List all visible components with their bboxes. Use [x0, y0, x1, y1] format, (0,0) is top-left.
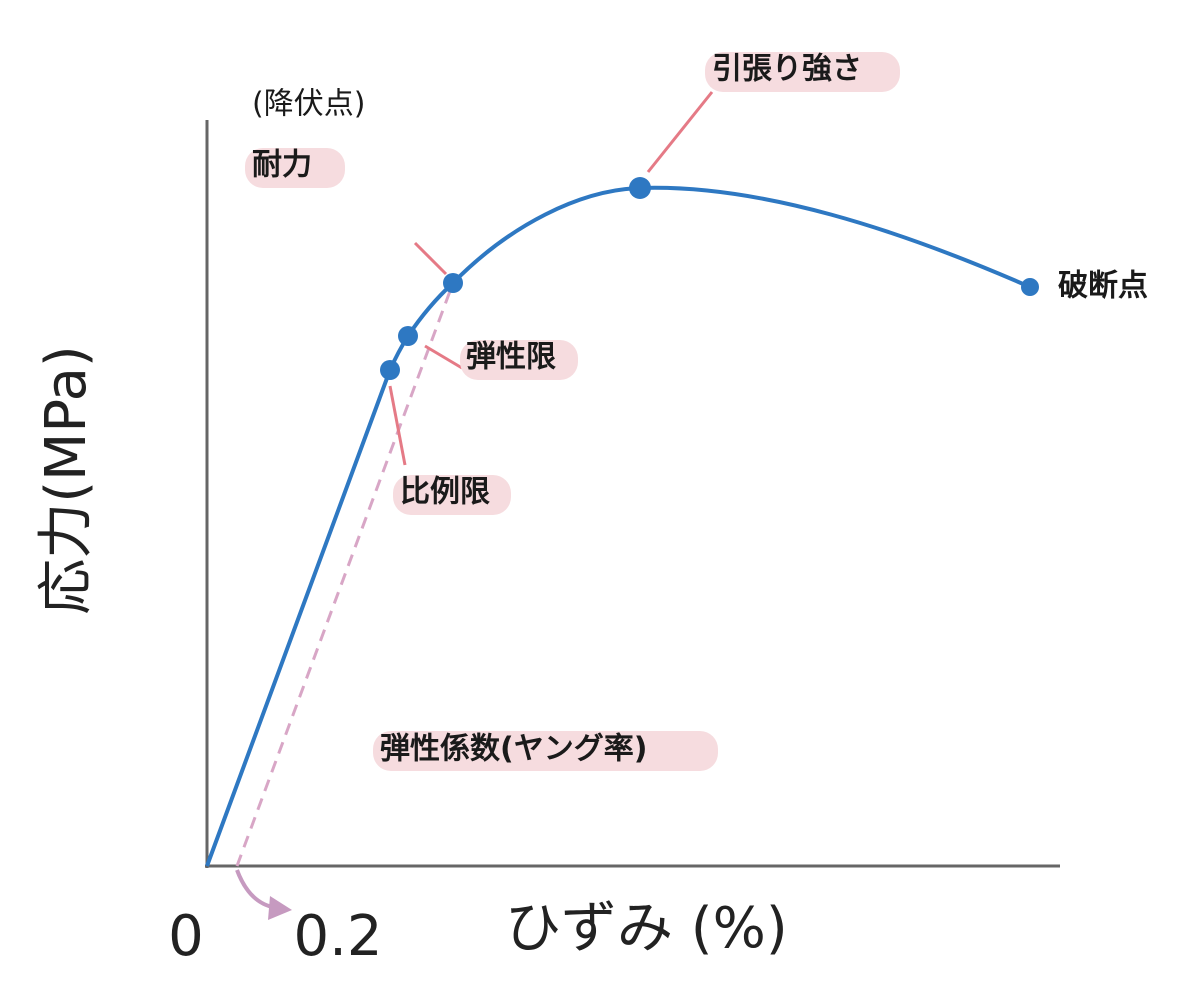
x-axis-label: ひずみ (%)	[505, 896, 788, 961]
origin-label: 0	[168, 904, 204, 969]
tensile-label: 引張り強さ	[712, 52, 862, 87]
leader	[413, 241, 448, 276]
highlight	[245, 148, 345, 188]
elastic-limit-label: 弾性限	[466, 340, 556, 375]
highlight	[373, 731, 718, 771]
yield-note: (降伏点)	[252, 87, 365, 122]
yield-point	[443, 273, 463, 293]
elastic-point	[398, 326, 418, 346]
yield-label: 耐力	[252, 148, 312, 183]
highlight	[460, 340, 578, 380]
proportional-point	[380, 360, 400, 380]
leader	[646, 91, 714, 173]
leader	[388, 385, 407, 466]
proportional-limit-label: 比例限	[400, 475, 490, 510]
fracture-label: 破断点	[1058, 269, 1148, 304]
highlight	[393, 475, 511, 515]
modulus-label: 弾性係数(ヤング率)	[380, 732, 647, 767]
y-axis-label: 応力(MPa)	[34, 345, 99, 615]
offset-line	[235, 282, 455, 867]
highlight	[705, 52, 900, 92]
offset-tick-label: 0.2	[293, 904, 382, 969]
leader	[424, 344, 463, 370]
arrow-head	[268, 896, 292, 920]
tensile-point	[629, 177, 651, 199]
fracture-point	[1021, 278, 1039, 296]
